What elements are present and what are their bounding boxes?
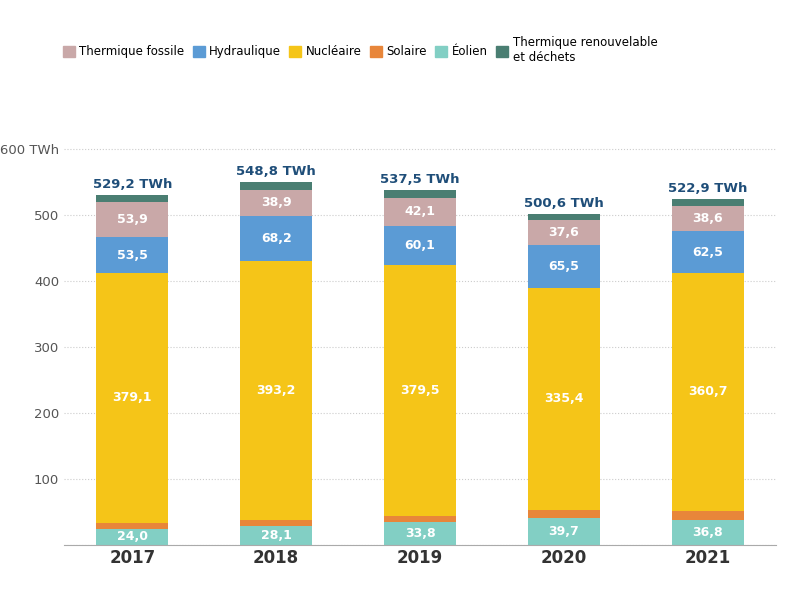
Bar — [240, 190, 312, 215]
Bar — [240, 215, 312, 261]
Text: 39,7: 39,7 — [549, 525, 579, 538]
Bar — [96, 529, 168, 544]
Bar — [240, 526, 312, 544]
Bar — [96, 273, 168, 523]
Bar — [96, 237, 168, 273]
Legend: Thermique fossile, Hydraulique, Nucléaire, Solaire, Éolien, Thermique renouvelab: Thermique fossile, Hydraulique, Nucléair… — [62, 36, 658, 64]
Bar — [384, 265, 456, 515]
Bar — [528, 245, 600, 288]
Bar — [672, 273, 744, 511]
Text: 335,4: 335,4 — [544, 392, 583, 405]
Bar — [528, 509, 600, 518]
Bar — [96, 202, 168, 237]
Bar — [528, 214, 600, 220]
Bar — [240, 182, 312, 190]
Text: 537,5 TWh: 537,5 TWh — [380, 173, 460, 186]
Text: 529,2 TWh: 529,2 TWh — [93, 178, 172, 191]
Text: 38,9: 38,9 — [261, 196, 291, 209]
Text: 24,0: 24,0 — [117, 530, 148, 543]
Text: 68,2: 68,2 — [261, 232, 291, 244]
Bar — [384, 198, 456, 226]
Text: 42,1: 42,1 — [405, 205, 435, 218]
Text: 522,9 TWh: 522,9 TWh — [668, 183, 747, 195]
Bar — [672, 206, 744, 232]
Text: 548,8 TWh: 548,8 TWh — [236, 165, 316, 178]
Bar — [240, 261, 312, 520]
Bar — [672, 511, 744, 520]
Bar — [384, 515, 456, 522]
Bar — [528, 518, 600, 544]
Text: 28,1: 28,1 — [261, 529, 291, 541]
Text: 53,5: 53,5 — [117, 249, 148, 261]
Text: 36,8: 36,8 — [692, 526, 723, 539]
Bar — [672, 520, 744, 544]
Text: 65,5: 65,5 — [549, 260, 579, 273]
Bar — [96, 195, 168, 202]
Text: 53,9: 53,9 — [117, 213, 148, 226]
Bar — [528, 220, 600, 245]
Text: 37,6: 37,6 — [549, 226, 579, 239]
Bar — [96, 523, 168, 529]
Text: 393,2: 393,2 — [257, 384, 296, 397]
Text: 379,1: 379,1 — [113, 391, 152, 404]
Text: 33,8: 33,8 — [405, 527, 435, 540]
Bar — [672, 200, 744, 206]
Bar — [240, 520, 312, 526]
Bar — [672, 232, 744, 273]
Text: 379,5: 379,5 — [400, 384, 440, 397]
Text: 500,6 TWh: 500,6 TWh — [524, 197, 604, 210]
Text: 38,6: 38,6 — [692, 212, 723, 225]
Bar — [528, 288, 600, 509]
Text: 60,1: 60,1 — [405, 239, 435, 252]
Bar — [384, 190, 456, 198]
Text: 360,7: 360,7 — [688, 385, 727, 398]
Text: 62,5: 62,5 — [692, 246, 723, 258]
Bar — [384, 226, 456, 265]
Bar — [384, 522, 456, 544]
